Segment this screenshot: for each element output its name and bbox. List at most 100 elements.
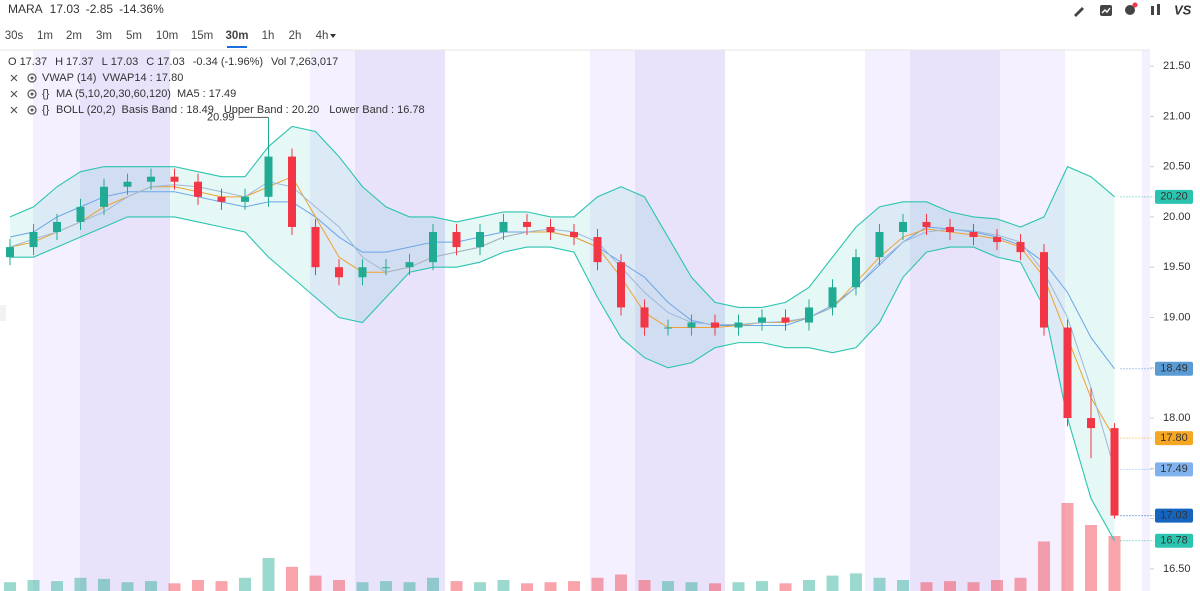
candle-body (687, 322, 696, 328)
candle-body (241, 196, 249, 202)
vol-label: Vol (271, 56, 286, 68)
candle-body (29, 232, 38, 248)
volume-bar (286, 566, 298, 591)
remove-icon[interactable] (10, 106, 18, 114)
interval-button[interactable]: 1h (262, 30, 275, 42)
side-handle[interactable] (0, 305, 6, 321)
interval-button[interactable]: 2h (289, 30, 302, 42)
y-tick-label: 20.00 (1163, 211, 1191, 223)
volume-bar (779, 583, 792, 591)
volume-bar (51, 581, 63, 591)
ohlc-label: L (102, 56, 108, 68)
candle-body (1087, 418, 1095, 429)
volume-bar (4, 582, 16, 591)
candle-body (781, 317, 790, 323)
volume-bar (309, 575, 322, 591)
interval-button[interactable]: 1m (37, 30, 53, 42)
plot: 21.5021.0020.5020.0019.5019.0018.5018.00… (4, 60, 1193, 591)
price-change: -2.85 (86, 2, 114, 16)
volume-bar (215, 581, 228, 591)
remove-icon[interactable] (10, 74, 18, 82)
last-price: 17.03 (50, 2, 80, 16)
session-shade (865, 50, 910, 591)
volume-bar (803, 580, 815, 591)
visibility-icon[interactable] (27, 89, 37, 99)
volume-bar (356, 582, 369, 591)
alert-icon[interactable] (1125, 5, 1135, 15)
price-tag-label: 17.80 (1160, 432, 1188, 444)
volume-bar (1108, 536, 1121, 591)
candle-body (6, 247, 14, 258)
volume-bar (662, 581, 674, 591)
session-shade (590, 50, 635, 591)
interval-button[interactable]: 15m (191, 30, 213, 42)
candle-body (1040, 252, 1048, 328)
candle-body (147, 176, 155, 182)
volume-bar (897, 580, 909, 591)
band-fill (10, 126, 1115, 541)
ohlc-label: O (8, 56, 17, 68)
interval-button[interactable]: 3m (96, 30, 112, 42)
candle-body (264, 156, 273, 197)
remove-icon[interactable] (10, 90, 18, 98)
interval-button[interactable]: 30m (225, 30, 248, 42)
background (33, 50, 1200, 591)
volume-bar (685, 582, 698, 591)
volume-bar (27, 580, 40, 591)
logo: VS (1174, 2, 1192, 17)
price-tag-label: 17.49 (1160, 463, 1188, 475)
ohlc-label: C (146, 56, 154, 68)
y-tick-label: 19.50 (1163, 261, 1191, 273)
volume-bar (497, 580, 510, 591)
candle-body (946, 226, 954, 233)
visibility-icon[interactable] (27, 105, 37, 115)
y-tick-label: 21.50 (1163, 60, 1191, 72)
candle-body (617, 262, 625, 308)
volume-bar (1085, 525, 1097, 591)
indicator-value: Lower Band : 16.78 (329, 104, 424, 116)
y-tick-label: 18.00 (1163, 412, 1191, 424)
visibility-icon[interactable] (27, 73, 37, 83)
interval-button[interactable]: 30s (5, 30, 24, 42)
candle-body (523, 221, 531, 227)
price-axis-bg (1150, 50, 1200, 591)
candle-body (1063, 327, 1072, 419)
candle-body (429, 232, 437, 263)
candle-body (476, 232, 484, 248)
candle-icon[interactable] (1151, 6, 1154, 15)
candle-body (922, 221, 931, 227)
dropdown-arrow[interactable] (330, 34, 336, 38)
candle-body (640, 307, 649, 328)
interval-button[interactable]: 5m (126, 30, 142, 42)
candle-body (969, 232, 978, 238)
candle-body (711, 322, 719, 328)
y-tick-label: 16.50 (1163, 563, 1191, 575)
settings-braces: {} (42, 104, 50, 116)
pen-icon[interactable] (1074, 7, 1084, 17)
annotation: 20.99 (207, 111, 235, 123)
indicator-value: VWAP14 : 17.80 (102, 72, 183, 84)
volume-bar (591, 577, 604, 591)
candle-body (53, 221, 61, 233)
price-tag (1155, 508, 1193, 523)
volume-bar (98, 578, 110, 591)
volume-bar (967, 582, 980, 591)
candle-body (993, 237, 1001, 243)
session-shade (1000, 50, 1065, 591)
interval-button[interactable]: 2m (66, 30, 82, 42)
price-tag (1155, 189, 1193, 204)
y-tick-label: 21.00 (1163, 110, 1191, 122)
interval-button[interactable]: 10m (156, 30, 178, 42)
volume-bar (568, 581, 580, 591)
candle-body (899, 221, 907, 233)
interval-button[interactable]: 4h (316, 30, 329, 42)
alert-dot (1132, 2, 1138, 8)
volume-bar (262, 558, 275, 591)
upper-band (9, 125, 1115, 308)
volume-bar (944, 581, 956, 591)
volume-bar (991, 580, 1003, 591)
chart-icon-line (1101, 7, 1111, 14)
candle-body (217, 196, 226, 202)
volume-bar (168, 583, 181, 591)
ohlc-value: 17.03 (111, 56, 139, 68)
